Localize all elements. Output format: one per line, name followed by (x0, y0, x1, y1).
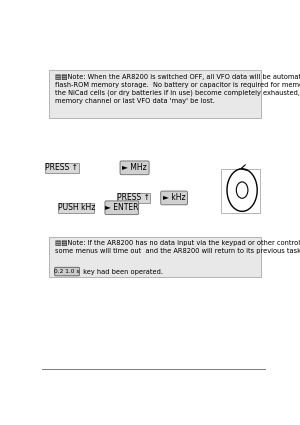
FancyBboxPatch shape (45, 163, 79, 173)
FancyBboxPatch shape (105, 201, 139, 215)
Text: 0.2 1.0 s: 0.2 1.0 s (54, 269, 80, 274)
FancyBboxPatch shape (221, 169, 260, 213)
Text: PRESS ↑: PRESS ↑ (117, 193, 150, 202)
Text: PRESS ↑: PRESS ↑ (45, 163, 78, 172)
Text: ► MHz: ► MHz (122, 163, 147, 172)
Text: ▤▤Note: If the AR8200 has no data input via the keypad or other controls for 90 : ▤▤Note: If the AR8200 has no data input … (55, 241, 300, 255)
Text: key had been operated.: key had been operated. (81, 269, 163, 275)
FancyBboxPatch shape (120, 161, 149, 175)
FancyBboxPatch shape (49, 237, 261, 278)
Circle shape (236, 182, 248, 198)
Text: ► ENTER: ► ENTER (105, 203, 139, 212)
FancyBboxPatch shape (161, 191, 188, 205)
Text: ► kHz: ► kHz (163, 193, 185, 202)
Text: PUSH kHz: PUSH kHz (58, 203, 95, 212)
FancyBboxPatch shape (55, 267, 79, 276)
FancyBboxPatch shape (117, 193, 150, 203)
FancyBboxPatch shape (58, 203, 94, 213)
FancyBboxPatch shape (49, 70, 261, 118)
Text: ▤▤Note: When the AR8200 is switched OFF, all VFO data will be automatically stor: ▤▤Note: When the AR8200 is switched OFF,… (55, 74, 300, 104)
